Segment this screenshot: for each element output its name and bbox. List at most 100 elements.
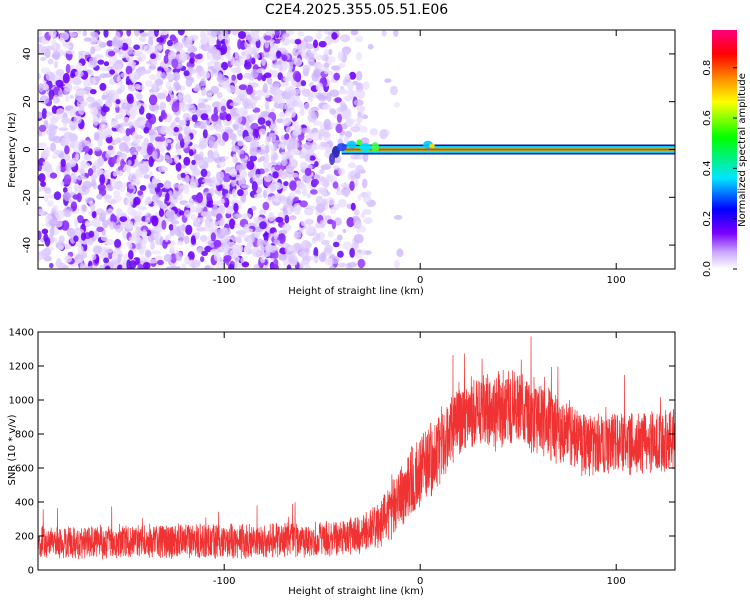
spectrogram-weak-blob	[298, 227, 304, 234]
spectrogram-weak-blob	[73, 114, 82, 125]
spectrogram-weak-blob	[140, 65, 146, 76]
spectrogram-weak-blob	[281, 223, 292, 232]
spectrogram-weak-blob	[306, 193, 312, 199]
spectrogram-weak-blob	[253, 193, 263, 199]
spectrogram-strong-blob	[200, 168, 208, 178]
spectrogram-strong-blob	[313, 39, 318, 49]
spectrogram-strong-blob	[156, 36, 165, 43]
spectrogram-weak-blob	[294, 121, 300, 132]
spectrogram-weak-blob	[138, 205, 147, 211]
spectrogram-weak-blob	[158, 31, 168, 36]
spectrogram-weak-blob	[184, 209, 191, 218]
spectrogram-weak-blob	[323, 62, 330, 69]
spectrogram-weak-blob	[152, 150, 158, 160]
spectrogram-weak-blob	[355, 164, 365, 174]
spectrogram-weak-blob	[74, 258, 83, 264]
spectrogram-strong-blob	[97, 183, 106, 191]
spectrogram-weak-blob	[163, 180, 172, 190]
spectrogram-weak-blob	[80, 140, 87, 148]
spectrogram-weak-blob	[308, 91, 319, 98]
spectrogram-weak-blob	[337, 106, 342, 113]
spectrogram-weak-blob	[278, 254, 288, 261]
spectrogram-weak-blob	[345, 73, 351, 79]
spectrogram-strong-blob	[191, 194, 200, 200]
spectrogram-weak-blob	[99, 251, 109, 260]
spectrogram-weak-blob	[157, 92, 167, 100]
spectrogram-strong-blob	[166, 95, 171, 102]
spectrogram-weak-blob	[263, 251, 271, 258]
spectrogram-strong-blob	[237, 31, 247, 39]
spectrogram-strong-blob	[349, 247, 356, 258]
spectrogram-strong-blob	[73, 235, 79, 242]
snr-plot-area	[38, 336, 675, 560]
spectrogram-weak-blob	[118, 142, 128, 152]
spectrogram-weak-blob	[184, 202, 194, 208]
spectrogram-weak-blob	[338, 88, 348, 95]
spectrogram-weak-blob	[133, 139, 141, 144]
spectrogram-strong-blob	[272, 171, 279, 179]
spectrogram-weak-blob	[164, 235, 169, 243]
spectrogram-strong-blob	[335, 123, 343, 134]
spectrogram-weak-blob	[278, 102, 287, 110]
spectrogram-weak-blob	[189, 161, 198, 172]
spectrogram-weak-blob	[126, 165, 132, 175]
spectrogram-weak-blob	[115, 137, 123, 143]
spectrogram-weak-blob	[269, 123, 278, 131]
spectrogram-weak-blob	[318, 252, 327, 262]
spectrogram-weak-blob	[218, 198, 225, 205]
spectrogram-strong-blob	[188, 149, 194, 157]
spectrogram-weak-blob	[296, 42, 303, 53]
spectrogram-weak-blob	[270, 108, 275, 113]
spectrogram-x-axis-label: Height of straight line (km)	[288, 286, 424, 297]
spectrogram-weak-blob	[63, 191, 71, 202]
spectrogram-strong-blob	[238, 84, 247, 91]
spectrogram-weak-blob	[340, 110, 350, 120]
spectrogram-weak-blob	[133, 70, 141, 80]
spectrogram-strong-blob	[197, 177, 206, 185]
spectrogram-weak-blob	[299, 260, 310, 267]
spectrogram-weak-blob	[347, 262, 358, 268]
colorbar-tick-label: 0.4	[702, 160, 713, 176]
spectrogram-strong-blob	[213, 239, 222, 248]
signal-onset-blob	[336, 143, 347, 152]
spectrogram-weak-blob	[181, 263, 187, 269]
spectrogram-weak-blob	[213, 148, 219, 159]
spectrogram-weak-blob	[46, 112, 54, 117]
spectrogram-weak-blob	[301, 88, 311, 97]
spectrogram-weak-blob	[250, 30, 259, 34]
spectrogram-weak-blob	[89, 107, 99, 116]
spectrogram-weak-blob	[123, 253, 130, 260]
spectrogram-weak-blob	[78, 105, 85, 115]
spectrogram-weak-blob	[161, 72, 167, 80]
spectrogram-weak-blob	[152, 176, 157, 185]
spectrogram-weak-blob	[183, 40, 193, 48]
spectrogram-strong-blob	[48, 89, 55, 100]
spectrogram-weak-blob	[196, 108, 202, 117]
spectrogram-weak-blob	[270, 195, 280, 202]
spectrogram-weak-blob	[134, 30, 140, 37]
spectrogram-strong-blob	[281, 54, 288, 62]
signal-onset-blob	[359, 143, 372, 152]
snr-y-tick-label: 600	[15, 464, 34, 475]
spectrogram-strong-blob	[191, 159, 196, 165]
spectrogram-weak-blob	[204, 264, 211, 269]
spectrogram-weak-blob	[68, 133, 78, 142]
spectrogram-weak-blob	[289, 108, 296, 118]
spectrogram-weak-blob	[174, 42, 184, 51]
spectrogram-strong-blob	[133, 44, 141, 50]
spectrogram-weak-blob	[151, 250, 161, 255]
spectrogram-weak-blob	[113, 195, 123, 202]
spectrogram-strong-blob	[83, 145, 90, 153]
spectrogram-weak-blob	[91, 254, 97, 261]
spectrogram-weak-blob	[355, 35, 364, 43]
snr-y-tick-label: 1000	[9, 396, 34, 407]
spectrogram-weak-blob	[357, 111, 362, 119]
spectrogram-weak-blob	[231, 178, 237, 187]
spectrogram-strong-blob	[278, 233, 286, 244]
spectrogram-weak-blob	[230, 60, 240, 67]
spectrogram-strong-blob	[146, 145, 153, 156]
signal-band-core	[341, 148, 675, 151]
spectrogram-strong-blob	[219, 114, 224, 120]
spectrogram-weak-blob	[128, 120, 133, 129]
